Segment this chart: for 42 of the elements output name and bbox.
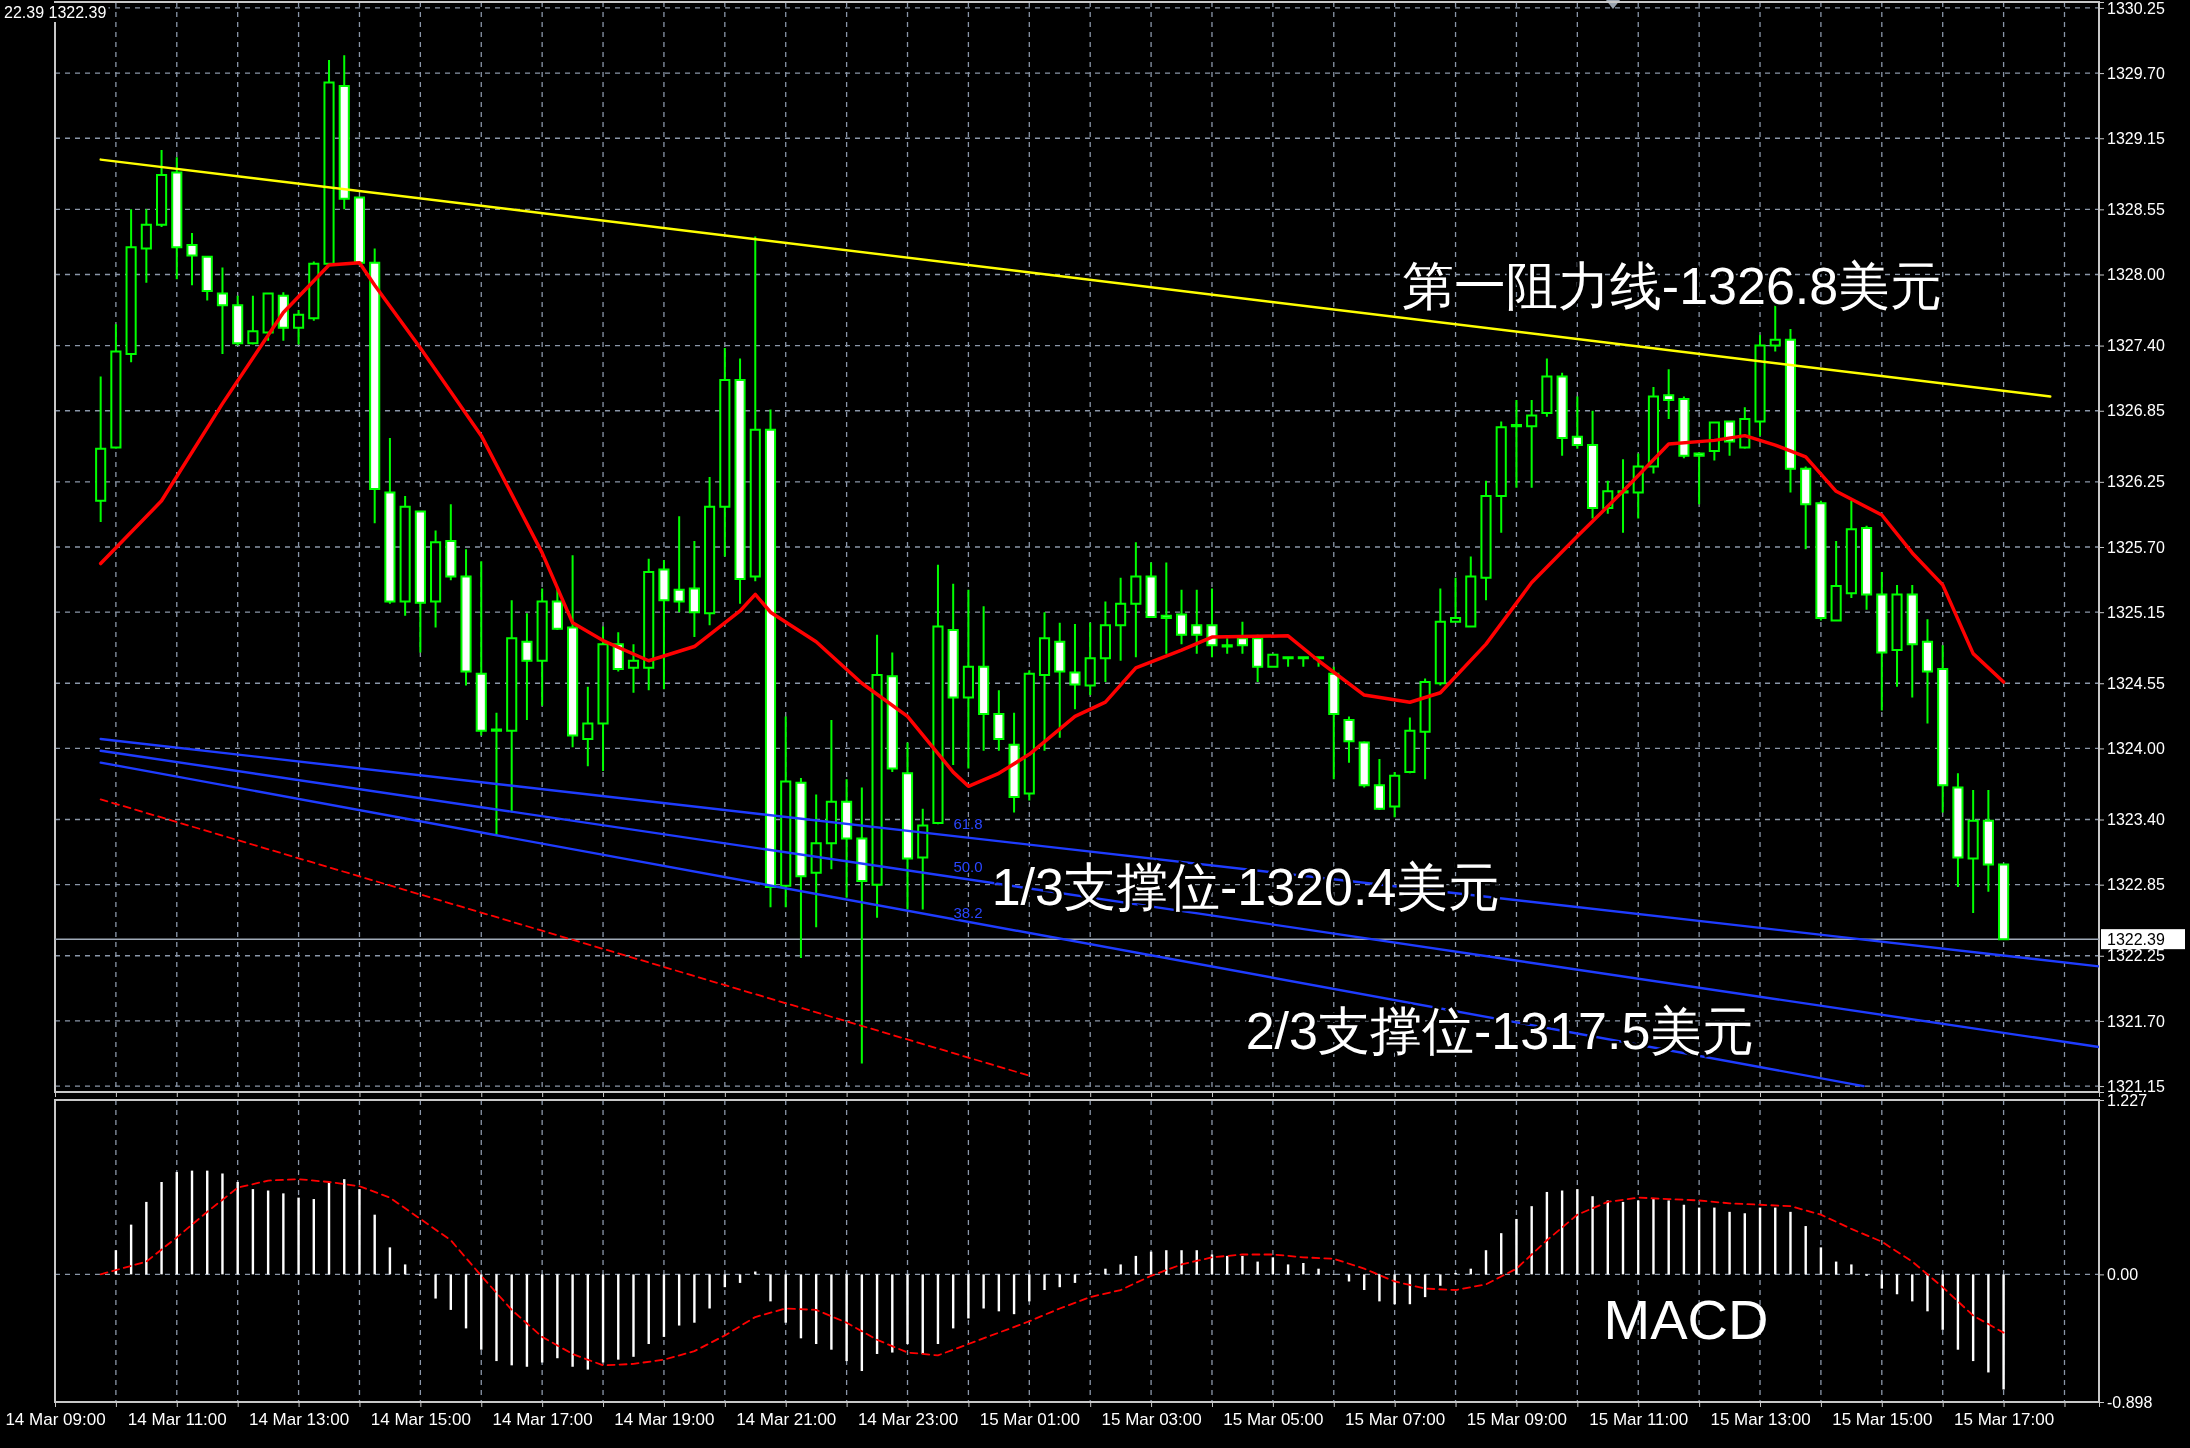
x-tick-label: 14 Mar 21:00: [736, 1410, 837, 1430]
y-tick-label: 1328.00: [2107, 266, 2165, 284]
x-tick-label: 15 Mar 17:00: [1954, 1410, 2055, 1430]
x-tick-label: 14 Mar 11:00: [127, 1410, 227, 1430]
y-tick-label: 1330.25: [2107, 0, 2165, 17]
text: MACD: [1603, 1288, 1769, 1351]
y-tick-label: 1329.15: [2107, 129, 2165, 147]
x-tick-label: 14 Mar 19:00: [614, 1410, 715, 1430]
x-tick-label: 14 Mar 15:00: [370, 1410, 471, 1430]
annotation: 第一阻力线-1326.8美元: [1401, 257, 1943, 316]
annotation: 50.0: [953, 858, 983, 876]
x-tick-label: 15 Mar 15:00: [1832, 1410, 1933, 1430]
y-tick-label: 1329.70: [2107, 64, 2165, 82]
y-tick-label: 1325.70: [2107, 538, 2165, 556]
x-tick-label: 15 Mar 13:00: [1710, 1410, 1811, 1430]
y-tick-label: 0.00: [2107, 1266, 2139, 1283]
y-tick-label: 1326.25: [2107, 473, 2165, 491]
y-tick-label: 1324.00: [2107, 740, 2165, 758]
y-tick-label: 1327.40: [2107, 337, 2165, 355]
annotation: 61.8: [953, 815, 983, 833]
y-tick-label: 1324.55: [2107, 674, 2165, 692]
y-tick-label: 1328.55: [2107, 200, 2165, 218]
x-tick-label: 14 Mar 17:00: [492, 1410, 593, 1430]
y-tick-label: 1322.25: [2107, 947, 2165, 965]
y-tick-label: 1321.70: [2107, 1012, 2165, 1030]
chart-title: 22.39 1322.39: [4, 4, 107, 21]
y-tick-label: 1323.40: [2107, 811, 2165, 829]
x-tick-label: 15 Mar 11:00: [1589, 1410, 1689, 1430]
x-tick-label: 14 Mar 09:00: [5, 1410, 106, 1430]
x-tick-label: 15 Mar 05:00: [1223, 1410, 1324, 1430]
annotation: 38.2: [953, 904, 983, 922]
x-tick-label: 15 Mar 09:00: [1466, 1410, 1568, 1430]
ref-line-label: 1322.39: [2107, 930, 2165, 948]
x-tick-label: 15 Mar 07:00: [1345, 1410, 1446, 1430]
x-tick-label: 15 Mar 01:00: [979, 1410, 1080, 1430]
y-tick-label: 1326.85: [2107, 402, 2165, 420]
x-tick-label: 15 Mar 03:00: [1101, 1410, 1202, 1430]
x-tick-label: 14 Mar 13:00: [248, 1410, 350, 1430]
x-tick-label: 14 Mar 23:00: [857, 1410, 959, 1430]
y-tick-label: 1322.85: [2107, 876, 2165, 894]
y-tick-label: -0.898: [2107, 1393, 2153, 1411]
y-tick-label: 1325.15: [2107, 603, 2165, 621]
